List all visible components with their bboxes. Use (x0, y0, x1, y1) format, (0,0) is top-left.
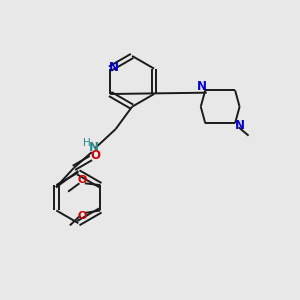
Text: O: O (77, 175, 86, 185)
Text: N: N (109, 61, 119, 74)
Text: O: O (78, 212, 87, 221)
Text: N: N (197, 80, 207, 93)
Text: N: N (235, 119, 245, 132)
Text: N: N (89, 141, 99, 154)
Text: H: H (83, 138, 91, 148)
Text: O: O (91, 149, 101, 162)
